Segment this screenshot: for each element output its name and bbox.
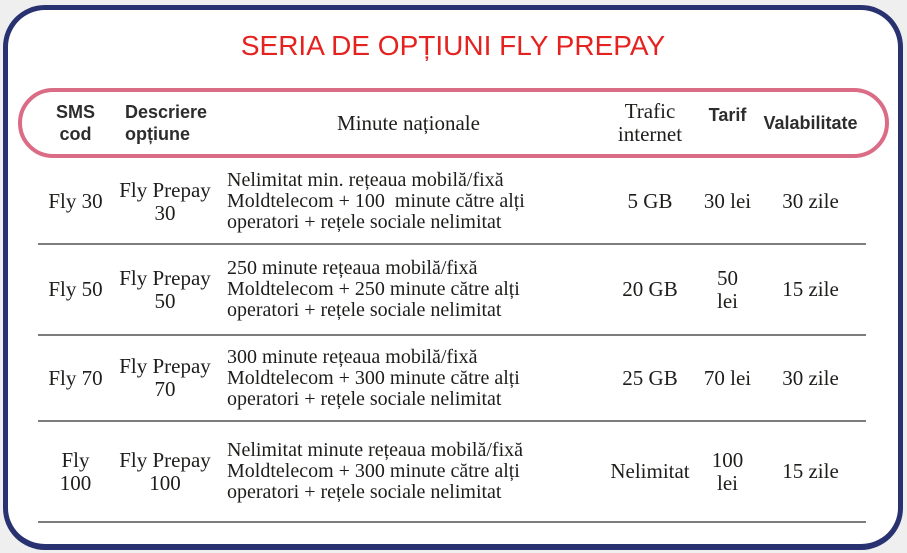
cell-descriere-optiune: Fly Prepay 70 xyxy=(119,354,211,401)
column-header-minute-nationale: Minute naționale xyxy=(337,110,480,135)
table-body: Fly 30 Fly Prepay 30 Nelimitat min. rețe… xyxy=(38,160,866,523)
cell-sms-cod: Fly 30 xyxy=(48,189,103,213)
cell-sms-cod: Fly 100 xyxy=(59,447,92,495)
cell-minute-nationale: 250 minute rețeaua mobilă/fixă Moldtelec… xyxy=(227,257,520,321)
table-header-row: SMS cod Descriere opțiune Minute naționa… xyxy=(38,100,866,146)
cell-descriere-optiune: Fly Prepay 30 xyxy=(119,177,211,225)
table-row-fly-70: Fly 70 Fly Prepay 70 300 minute rețeaua … xyxy=(38,336,866,422)
cell-sms-cod: Fly 50 xyxy=(48,277,103,301)
table-row-fly-100: Fly 100 Fly Prepay 100 Nelimitat minute … xyxy=(38,422,866,523)
cell-valabilitate: 15 zile xyxy=(782,459,839,483)
cell-trafic-internet: 20 GB xyxy=(622,277,678,301)
column-header-sms-cod: SMS cod xyxy=(55,102,95,144)
table-row-fly-50: Fly 50 Fly Prepay 50 250 minute rețeaua … xyxy=(38,245,866,336)
cell-tarif: 100 lei xyxy=(711,447,744,495)
cell-tarif: 70 lei xyxy=(703,365,752,390)
cell-trafic-internet: 5 GB xyxy=(627,189,673,213)
cell-descriere-optiune: Fly Prepay 100 xyxy=(119,447,211,495)
table-row-fly-30: Fly 30 Fly Prepay 30 Nelimitat min. rețe… xyxy=(38,160,866,245)
table-header-capsule: SMS cod Descriere opțiune Minute naționa… xyxy=(18,88,889,158)
cell-trafic-internet: Nelimitat xyxy=(610,459,690,483)
fly-prepay-card: SERIA DE OPȚIUNI FLY PREPAY SMS cod Desc… xyxy=(3,5,903,550)
cell-tarif: 50 lei xyxy=(717,265,738,313)
cell-tarif: 30 lei xyxy=(703,189,752,213)
column-header-descriere-optiune: Descriere opțiune xyxy=(125,102,208,144)
cell-descriere-optiune: Fly Prepay 50 xyxy=(119,265,211,313)
column-header-valabilitate: Valabilitate xyxy=(763,113,858,133)
cell-minute-nationale: Nelimitat min. rețeaua mobilă/fixă Moldt… xyxy=(227,169,525,233)
cell-valabilitate: 15 zile xyxy=(782,277,839,301)
column-header-trafic-internet: Trafic internet xyxy=(617,99,683,146)
cell-sms-cod: Fly 70 xyxy=(48,365,103,390)
cell-valabilitate: 30 zile xyxy=(782,189,839,213)
cell-minute-nationale: 300 minute rețeaua mobilă/fixă Moldtelec… xyxy=(227,345,520,410)
column-header-tarif: Tarif xyxy=(708,105,747,125)
cell-minute-nationale: Nelimitat minute rețeaua mobilă/fixă Mol… xyxy=(227,439,524,503)
cell-valabilitate: 30 zile xyxy=(782,365,839,390)
cell-trafic-internet: 25 GB xyxy=(622,365,678,390)
page-title: SERIA DE OPȚIUNI FLY PREPAY xyxy=(240,30,666,61)
